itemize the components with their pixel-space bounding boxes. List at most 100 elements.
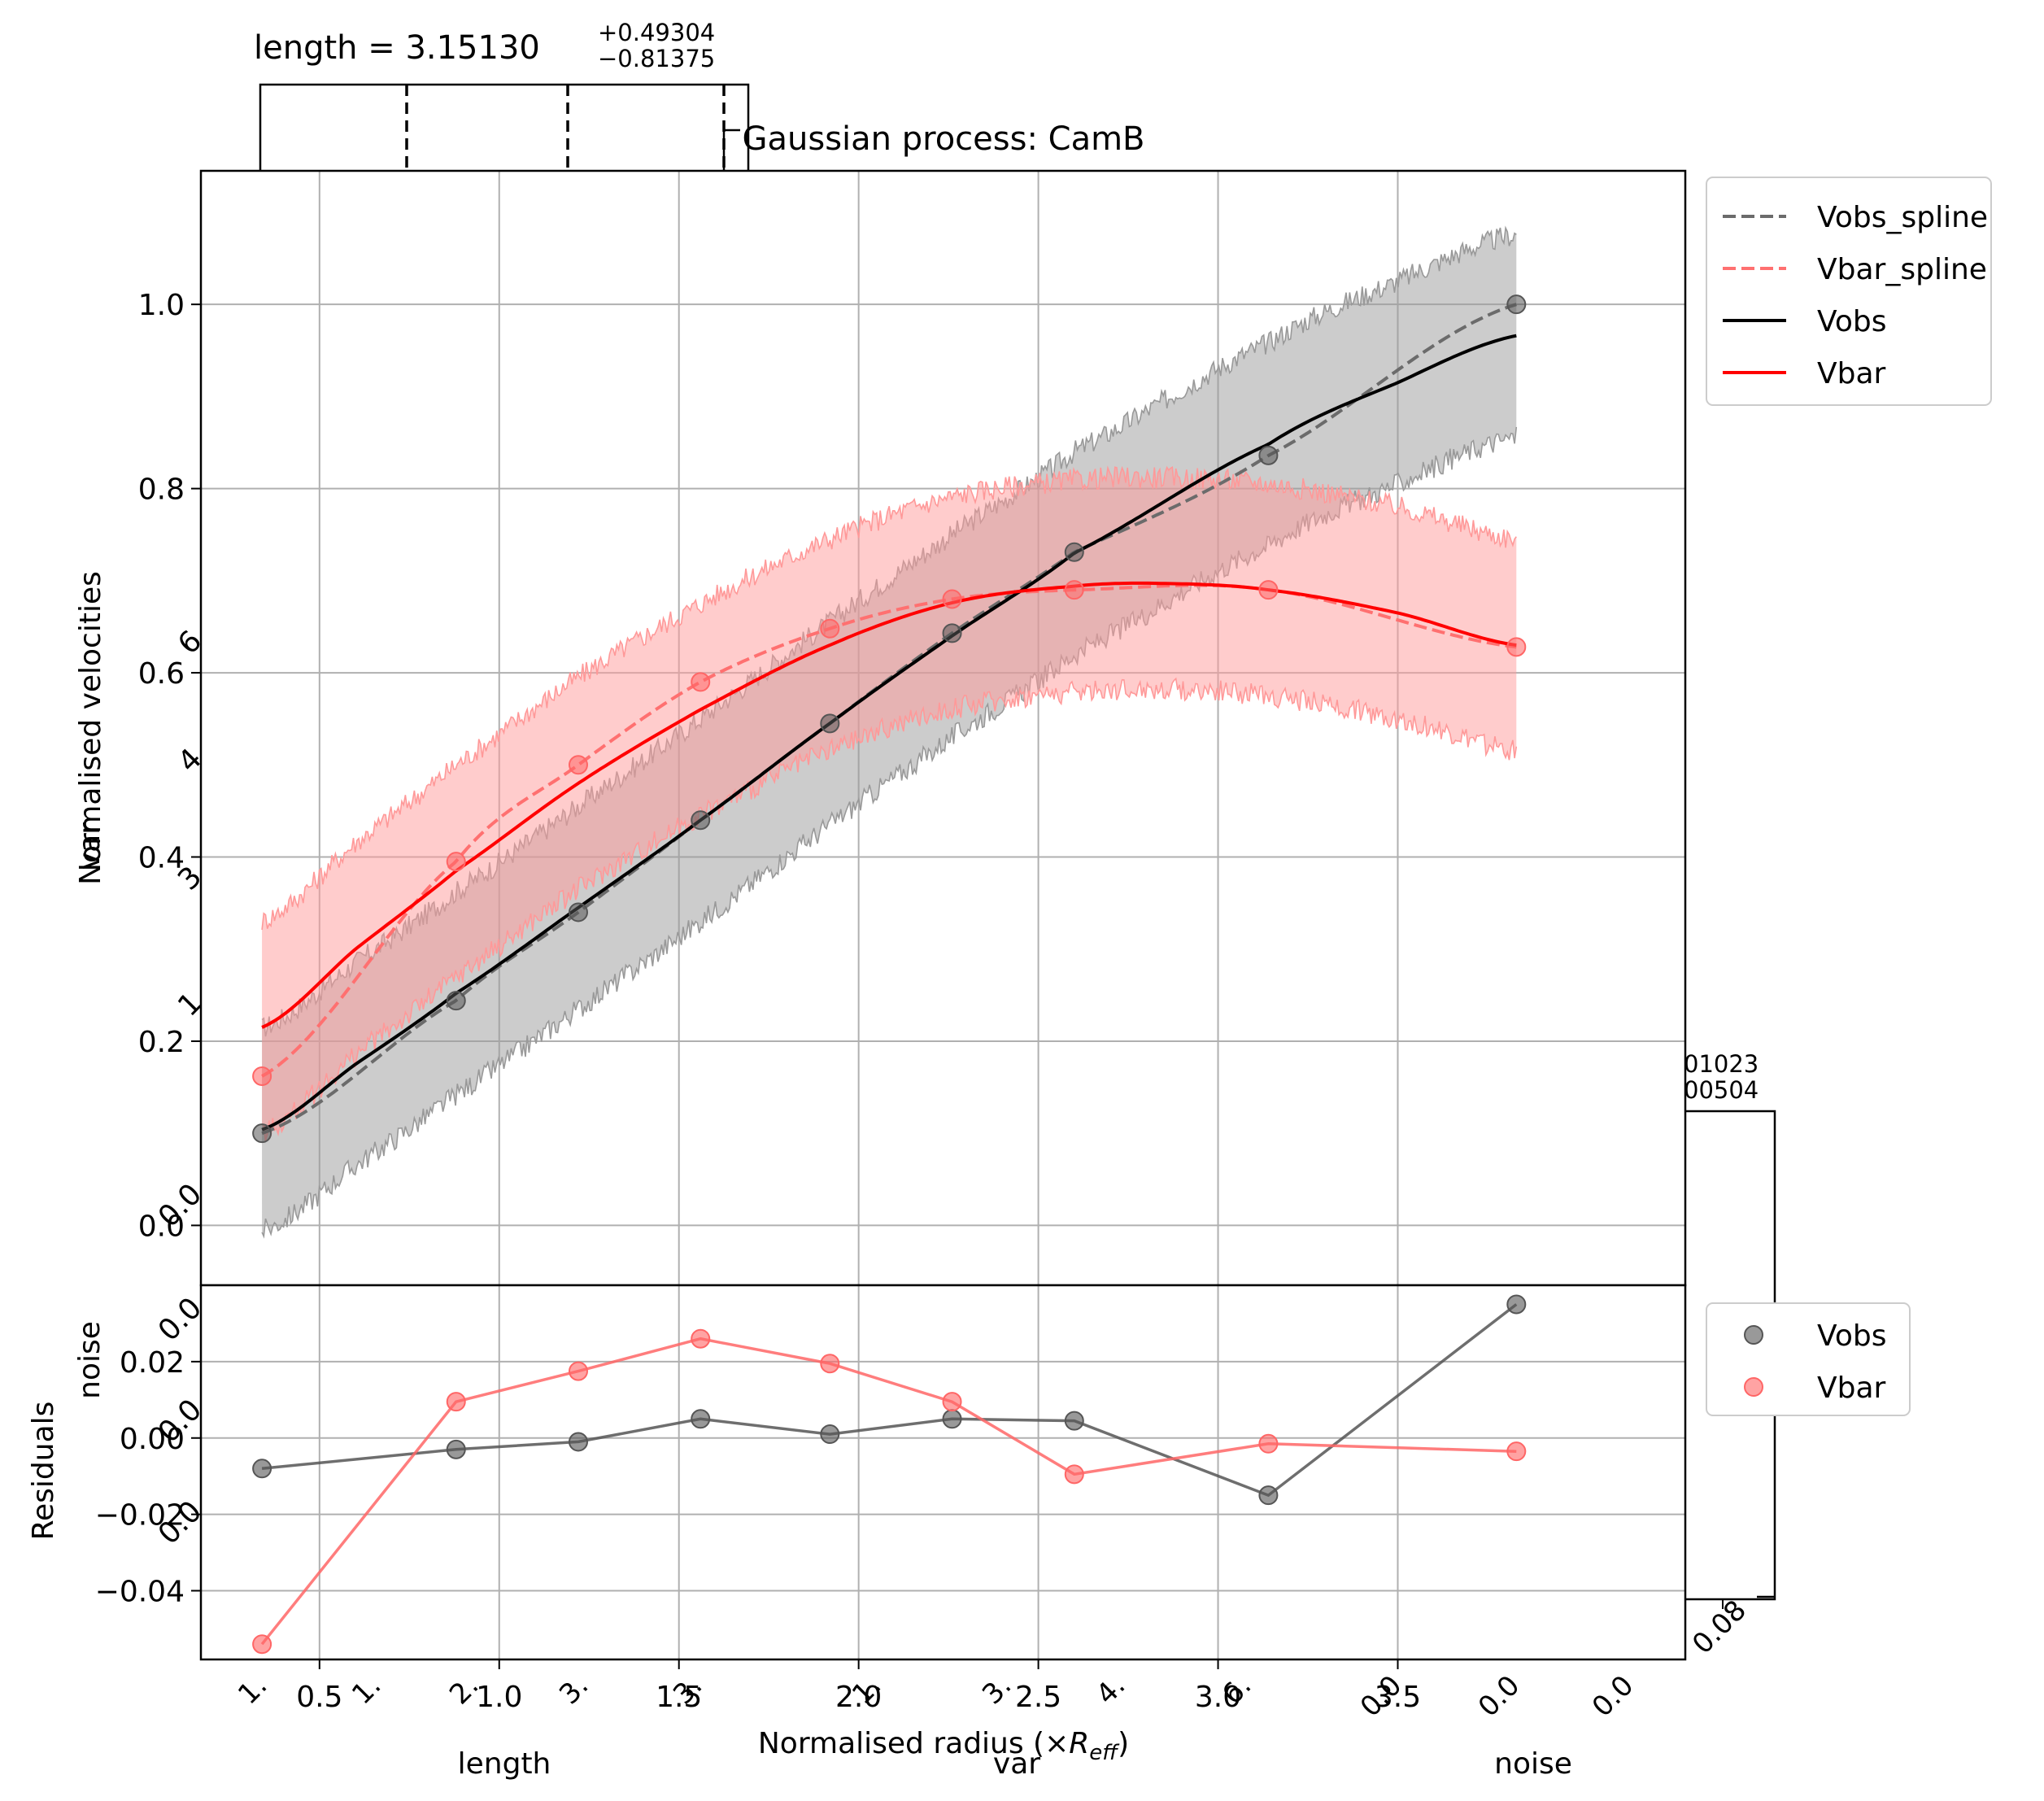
vobs-point (691, 810, 711, 831)
main-y-ticks: 0.0 0.2 0.4 0.6 0.8 1.0 (138, 289, 201, 1243)
x-tick-label: 0.5 (296, 1681, 342, 1714)
legend-swatch-vbar (1744, 1377, 1763, 1397)
corner-bottom-tick: 3. (553, 1669, 595, 1711)
band-edge-lower-vbar (261, 677, 1518, 1142)
corner-bottom-tick: 0.0 (1586, 1669, 1641, 1724)
residual-point-vobs (568, 1432, 588, 1452)
main-legend-box (1706, 177, 1992, 406)
corner-noise-xlabel: noise (1494, 1747, 1572, 1781)
vbar-point (568, 755, 588, 775)
band-edge-upper-vbar (261, 465, 1517, 931)
residual-point-vbar (568, 1361, 588, 1381)
residual-point-vobs (820, 1424, 840, 1445)
vobs-point (1064, 542, 1084, 562)
residual-point-vbar (1506, 1441, 1527, 1462)
corner-bottom-tick: 1. (346, 1669, 387, 1711)
x-tick-label: 3.5 (1375, 1681, 1421, 1714)
main-lines (261, 303, 1517, 1136)
corner-var-ylabel: var (73, 822, 107, 870)
x-tick-label: 2.5 (1015, 1681, 1061, 1714)
residual-x-ticks: 0.5 1.0 1.5 2.0 2.5 3.0 3.5 (296, 1659, 1421, 1714)
residual-grid (201, 1285, 1685, 1659)
residual-point-vbar (691, 1328, 711, 1349)
residual-y-tick-label: −0.04 (95, 1576, 185, 1609)
main-legend-items: Vobs_spline Vbar_spline Vobs Vbar (1723, 201, 1988, 390)
legend-swatch-vobs (1744, 1325, 1763, 1345)
corner-right-tick-label: 0.08 (1686, 1594, 1753, 1661)
main-y-tick-label: 0.0 (138, 1210, 185, 1243)
main-y-tick-label: 0.8 (138, 473, 185, 507)
x-tick-label: 1.5 (656, 1681, 702, 1714)
corner-bottom-ticks: 1. 1. 2. 3. 3. 1. 3. 4. 6. 0.0 0.0 0.0 (232, 1669, 1640, 1724)
residual-point-vbar (1064, 1464, 1084, 1485)
vbar-point (446, 852, 466, 872)
legend-label-vobs_spline: Vobs_spline (1817, 201, 1988, 234)
main-title: Gaussian process: CamB (743, 120, 1145, 158)
x-tick-label: 1.0 (476, 1681, 522, 1714)
vobs-point (1258, 445, 1279, 465)
residual-point-vobs (1258, 1485, 1279, 1506)
legend-label-vobs: Vobs (1817, 305, 1886, 338)
vobs-point (1506, 294, 1527, 315)
corner-bottom-tick: 3. (976, 1669, 1018, 1711)
residual-lines (252, 1294, 1527, 1655)
series-line-vbar (261, 581, 1517, 1029)
main-panel: 0.0 0.2 0.4 0.6 0.8 1.0 Gaussian process: Cam… (74, 120, 1687, 1287)
main-legend: Vobs_spline Vbar_spline Vobs Vbar (1706, 177, 1992, 406)
vbar-point (942, 589, 962, 609)
x-tick-label: 3.0 (1195, 1681, 1241, 1714)
residual-point-vbar (252, 1634, 272, 1655)
main-y-tick-label: 0.4 (138, 842, 185, 875)
corner-noise-ylabel: noise (73, 1321, 107, 1399)
corner-length-title-sup: +0.49304 (598, 19, 715, 46)
vobs-point (568, 902, 588, 922)
corner-right-title-bottom: 00504 (1684, 1076, 1759, 1104)
residual-panel: −0.04 −0.02 0.00 0.02 0.5 1.0 1.5 2.0 2.5 3.0 3.5… (27, 1284, 1687, 1765)
vbar-point (820, 618, 840, 639)
series-line-vobs (261, 334, 1517, 1132)
corner-length-hist-frame (259, 83, 750, 174)
main-y-axis-label: Normalised velocities (74, 571, 107, 885)
corner-bottom-tick: 4. (1090, 1669, 1131, 1711)
x-tick-label: 2.0 (835, 1681, 882, 1714)
residual-point-vobs (691, 1409, 711, 1429)
vobs-point (820, 713, 840, 734)
vobs-point (942, 623, 962, 643)
legend-label-vobs: Vobs (1817, 1319, 1886, 1353)
residual-point-vobs (1064, 1411, 1084, 1431)
corner-length-title-sub: −0.81375 (598, 45, 715, 72)
legend-label-vbar: Vbar (1817, 1371, 1886, 1405)
corner-bottom-tick: 0.0 (1472, 1669, 1527, 1724)
band-vbar (262, 467, 1517, 1142)
residual-point-vbar (820, 1354, 840, 1374)
residual-y-ticks: −0.04 −0.02 0.00 0.02 (95, 1346, 201, 1609)
residual-legend-items: Vobs Vbar (1744, 1319, 1886, 1405)
vbar-point (691, 672, 711, 692)
residual-point-vbar (942, 1392, 962, 1412)
vbar-point (252, 1066, 272, 1086)
residual-panel-frame (199, 1284, 1687, 1661)
vbar-point (1064, 580, 1084, 600)
corner-bottom-tick: 1. (232, 1669, 273, 1711)
vbar-point (1506, 637, 1527, 657)
residual-y-tick-label: 0.02 (120, 1346, 185, 1380)
main-y-tick-label: 0.2 (138, 1026, 185, 1059)
residual-y-tick-label: 0.00 (120, 1423, 185, 1456)
residual-point-vbar (1258, 1433, 1279, 1454)
corner-var-xlabel: var (993, 1747, 1040, 1781)
residual-legend: Vobs Vbar (1706, 1302, 1911, 1416)
residual-y-axis-label: Residuals (27, 1402, 60, 1541)
corner-length-title: length = 3.15130 (254, 29, 540, 67)
residual-point-vobs (1506, 1294, 1527, 1315)
residual-point-vobs (252, 1459, 272, 1479)
residual-point-vobs (446, 1439, 466, 1459)
legend-label-vbar_spline: Vbar_spline (1817, 253, 1987, 286)
main-points (252, 294, 1527, 1144)
residual-y-tick-label: −0.02 (95, 1499, 185, 1533)
corner-length-xlabel: length (458, 1747, 551, 1781)
residual-panel-bg (201, 1285, 1685, 1659)
x-axis-label: Normalised radius (×Reff) (758, 1727, 1129, 1765)
vobs-point (252, 1123, 272, 1144)
corner-right-title-top: 01023 (1684, 1050, 1759, 1078)
residual-point-vbar (446, 1392, 466, 1412)
